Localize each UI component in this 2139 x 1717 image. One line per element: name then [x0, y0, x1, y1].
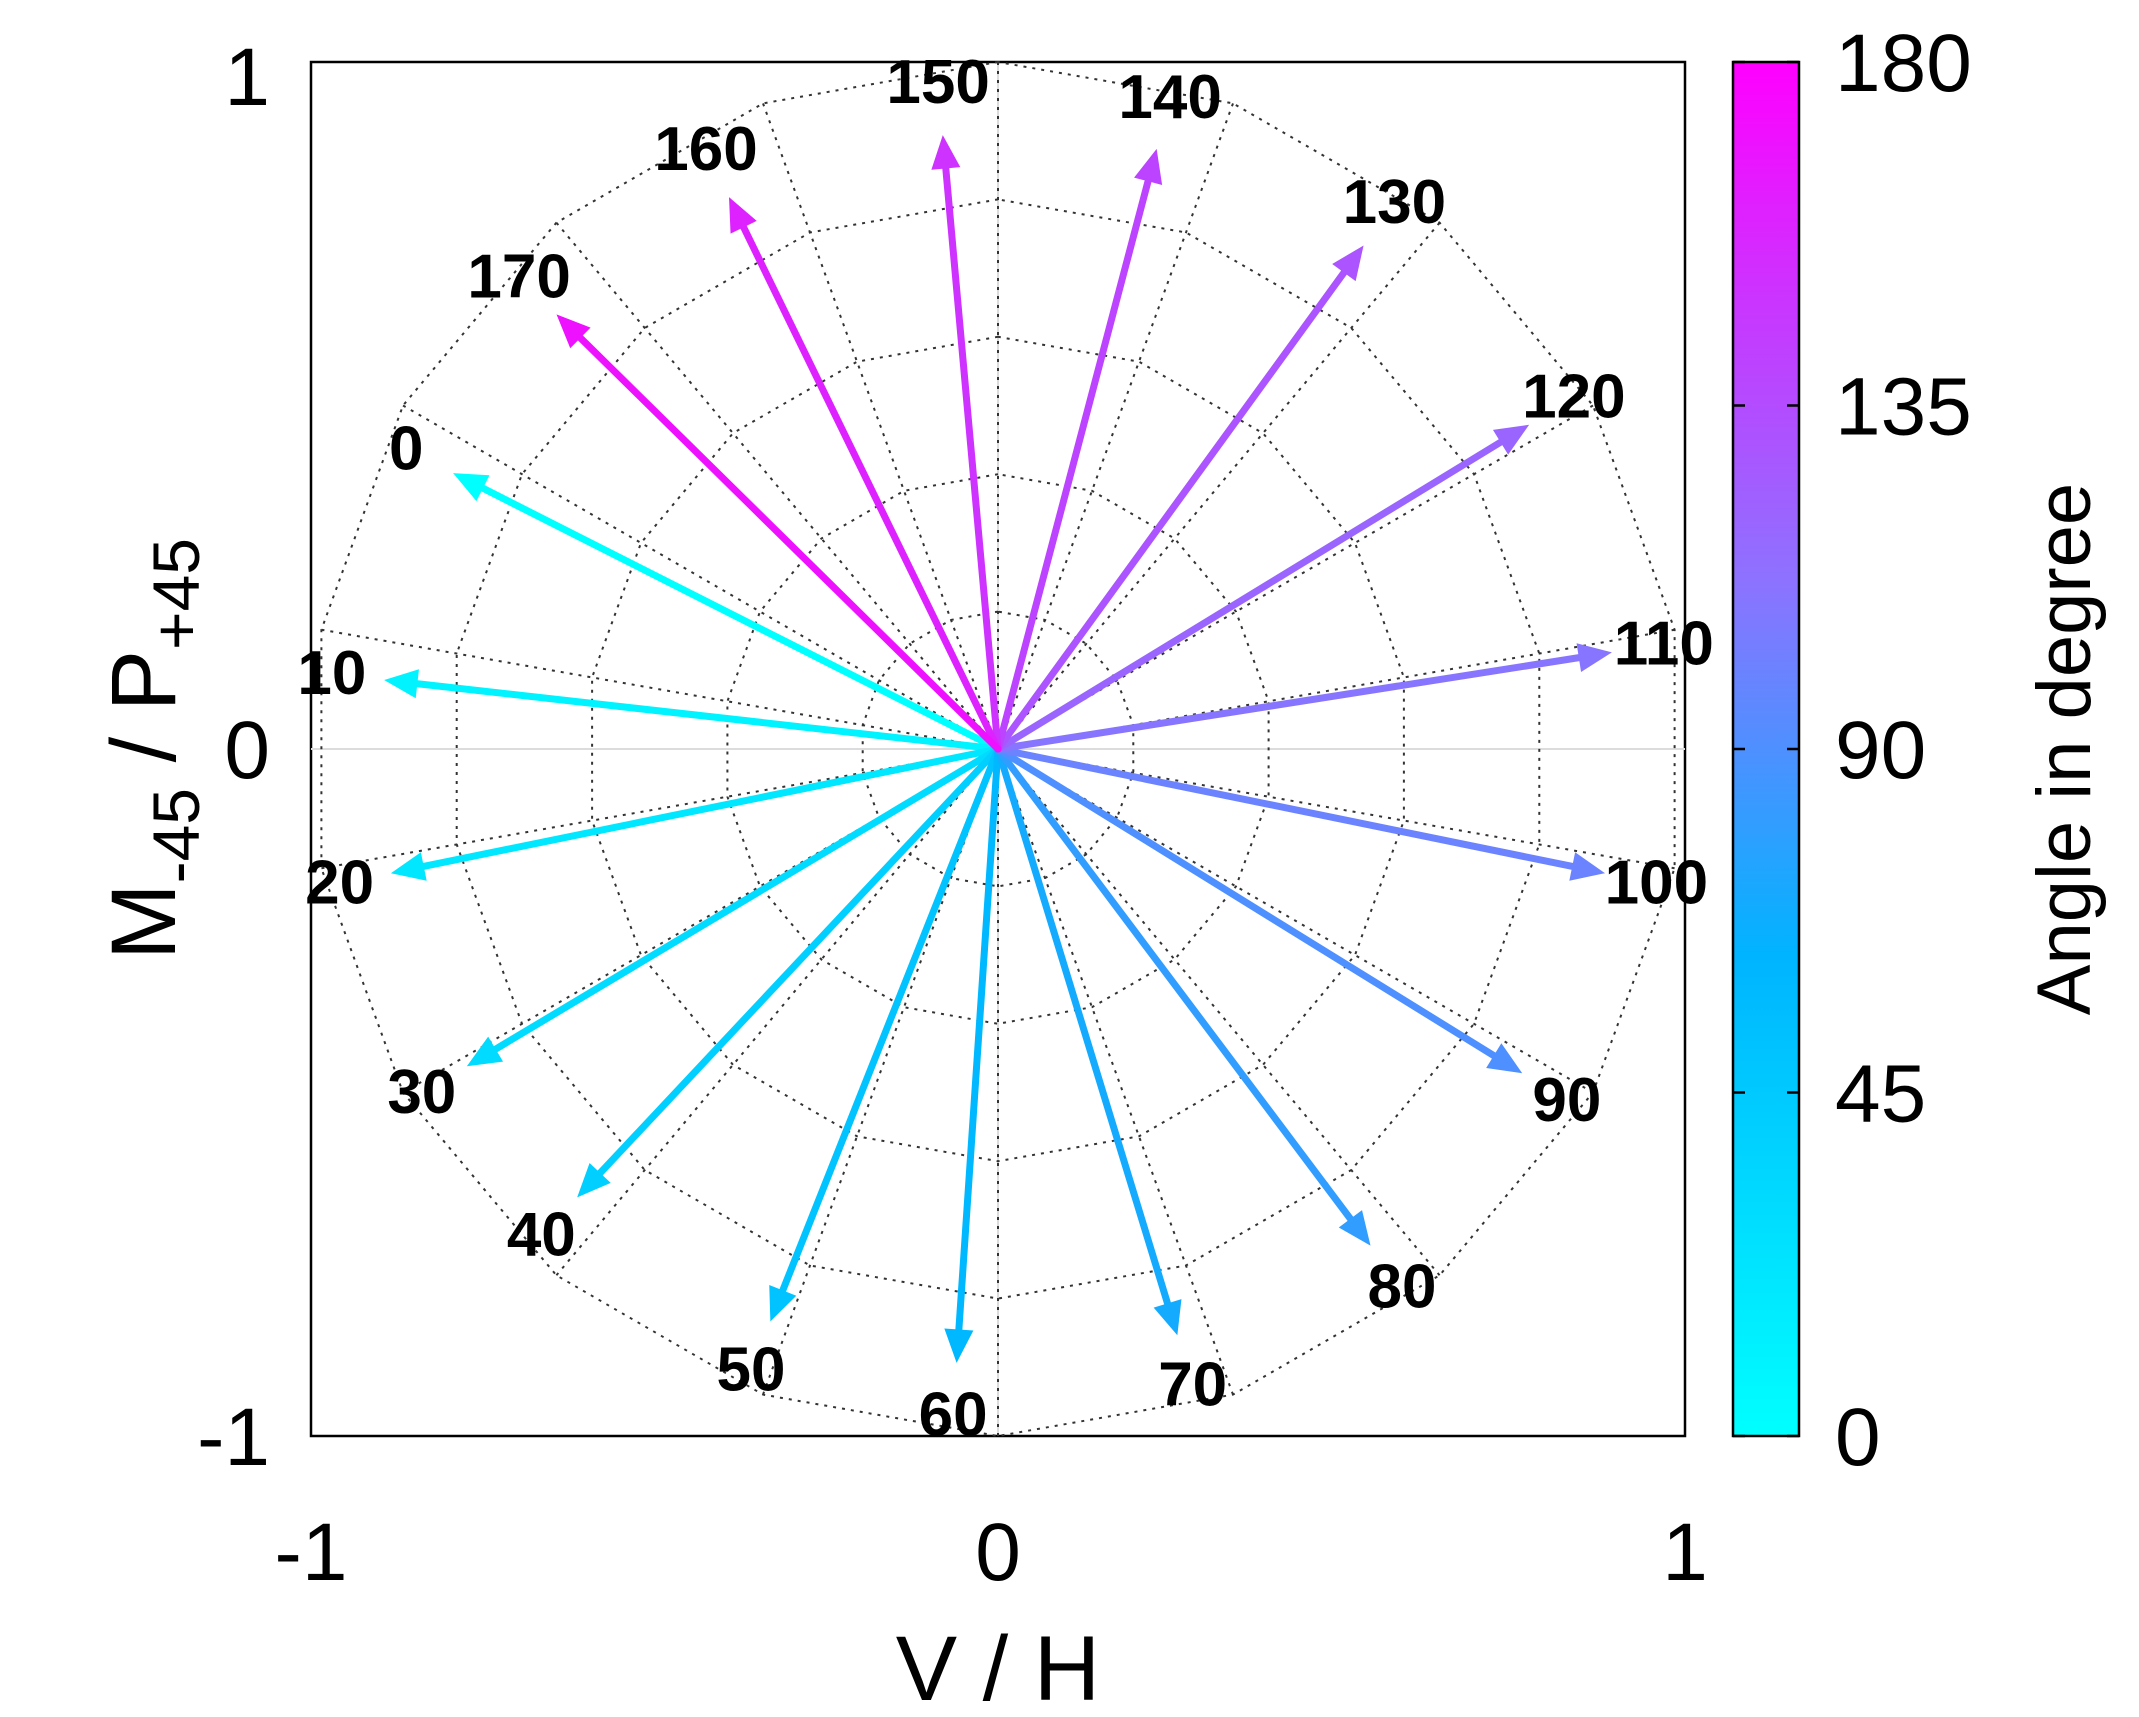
- grid-spoke: [321, 748, 999, 870]
- vector-head-80: [1338, 1210, 1371, 1246]
- colorbar-tick-label: 90: [1835, 705, 1926, 796]
- vector-label: 80: [1368, 1253, 1437, 1322]
- vector-head-10: [384, 669, 419, 699]
- polar-grid: [311, 60, 1685, 1438]
- grid-spoke: [762, 748, 999, 1395]
- vector-shaft-20: [419, 745, 1002, 871]
- colorbar-tick-label: 0: [1835, 1392, 1881, 1483]
- vector-head-40: [577, 1163, 611, 1198]
- grid-spoke: [555, 748, 999, 1276]
- vector-label: 60: [919, 1380, 988, 1449]
- x-tick-label: 1: [1662, 1507, 1708, 1598]
- vector-shaft-130: [994, 268, 1348, 753]
- vector-shaft-170: [576, 333, 1002, 753]
- vector-head-0: [453, 473, 490, 502]
- y-axis-title-sub1: -45: [139, 788, 213, 883]
- vector-shaft-50: [778, 745, 1002, 1295]
- vector-label: 100: [1605, 849, 1708, 918]
- y-axis-title-sub2: +45: [139, 538, 213, 650]
- y-axis-title: M-45 / P+45: [93, 538, 213, 960]
- vector-head-130: [1332, 245, 1364, 282]
- grid-ring: [726, 473, 1270, 1025]
- vector-head-90: [1486, 1043, 1523, 1074]
- vector-head-170: [556, 314, 591, 349]
- grid-spoke: [997, 404, 1594, 750]
- vector-label: 170: [467, 243, 570, 312]
- grid-spoke: [997, 222, 1441, 750]
- vector-label: 0: [389, 414, 423, 483]
- y-tick-label: -1: [197, 1392, 270, 1483]
- vector-head-60: [944, 1328, 974, 1363]
- vector-label: 90: [1532, 1066, 1601, 1135]
- vector-head-160: [729, 197, 757, 234]
- grid-spoke: [555, 222, 999, 750]
- vector-shaft-90: [994, 745, 1499, 1060]
- vector-shaft-0: [478, 484, 1002, 753]
- vector-shaft-30: [491, 745, 1002, 1054]
- vector-shaft-110: [994, 654, 1584, 753]
- grid-spoke: [321, 628, 999, 750]
- y-axis-title-mid: / P: [93, 650, 195, 788]
- grid-ring: [591, 335, 1405, 1163]
- vector-head-100: [1569, 852, 1606, 881]
- grid-spoke: [997, 748, 1675, 870]
- x-tick-label: 0: [975, 1507, 1021, 1598]
- vector-shaft-140: [994, 176, 1152, 753]
- vector-label: 30: [387, 1058, 456, 1127]
- vector-label: 140: [1118, 63, 1221, 132]
- grid-spoke: [402, 748, 999, 1094]
- vector-shaft-160: [739, 222, 1002, 753]
- y-tick-label: 1: [224, 32, 270, 123]
- colorbar-tick-label: 180: [1835, 18, 1972, 109]
- vector-label: 110: [1614, 609, 1714, 678]
- vector-label: 130: [1343, 168, 1446, 237]
- grid-spoke: [997, 748, 1234, 1395]
- x-tick-label: -1: [275, 1507, 348, 1598]
- colorbar-title: Angle in degree: [2022, 483, 2107, 1015]
- vector-shaft-10: [412, 680, 1002, 753]
- vector-labels: 0 10 20 30 40 50 60 70 80 90 100 110 120 130 140 150 160…: [297, 48, 1713, 1450]
- vector-shaft-80: [994, 745, 1355, 1224]
- vector-label: 40: [507, 1201, 576, 1270]
- colorbar-tick-label: 135: [1835, 362, 1972, 453]
- grid-spoke: [997, 748, 1594, 1094]
- vector-shaft-60: [955, 745, 1002, 1334]
- grid-spoke: [997, 103, 1234, 750]
- vector-shaft-70: [994, 745, 1172, 1308]
- vector-head-120: [1492, 424, 1530, 455]
- colorbar-tick-label: 45: [1835, 1049, 1926, 1140]
- vector-shaft-150: [942, 163, 1002, 753]
- vector-label: 120: [1522, 363, 1625, 432]
- vector-head-110: [1576, 643, 1612, 672]
- grid-spoke: [762, 103, 999, 750]
- vector-head-150: [931, 135, 961, 170]
- vector-label: 160: [654, 115, 757, 184]
- vector-head-70: [1153, 1299, 1182, 1336]
- vector-label: 50: [717, 1335, 786, 1404]
- vector-label: 150: [886, 48, 989, 117]
- y-tick-label: 0: [224, 705, 270, 796]
- vector-shaft-40: [596, 745, 1002, 1178]
- vector-shaft-120: [994, 438, 1505, 753]
- vector-head-140: [1134, 148, 1163, 185]
- vector-head-20: [390, 852, 427, 881]
- vector-label: 10: [297, 639, 366, 708]
- vector-label: 70: [1158, 1351, 1227, 1420]
- vector-label: 20: [305, 849, 374, 918]
- vector-shaft-100: [994, 745, 1577, 871]
- grid-spoke: [997, 628, 1675, 750]
- grid-spoke: [402, 404, 999, 750]
- grid-spoke: [997, 748, 1441, 1276]
- vector-head-30: [466, 1036, 504, 1067]
- vector-head-50: [769, 1285, 797, 1322]
- y-axis-title-main: M: [93, 883, 195, 960]
- x-axis-title: V / H: [896, 1618, 1100, 1717]
- colorbar-ticks: 0 45 90 135 180: [1733, 18, 1972, 1483]
- vector-arrows: [384, 135, 1612, 1363]
